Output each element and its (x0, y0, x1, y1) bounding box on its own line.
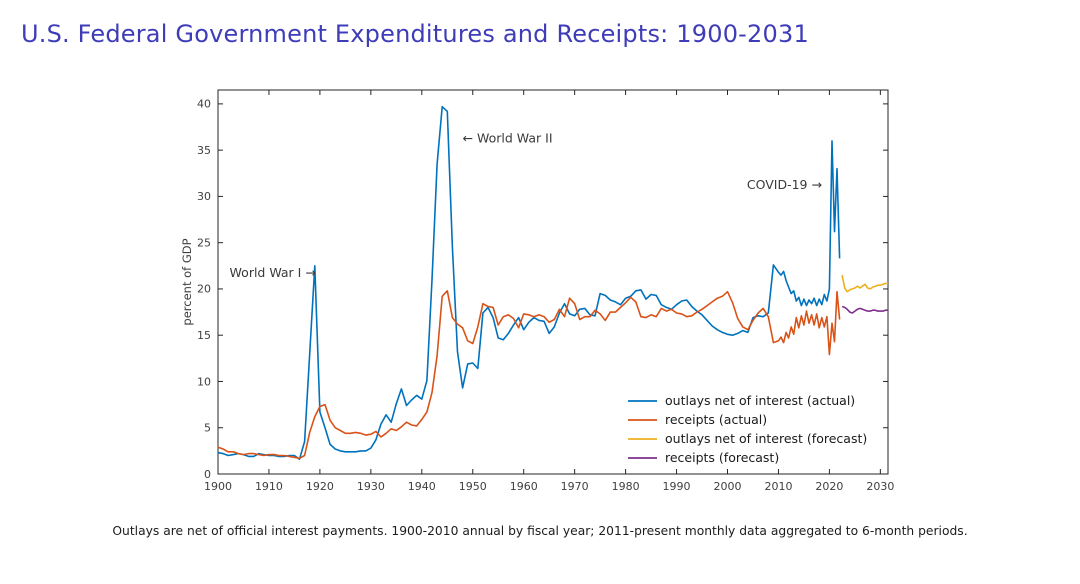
series-line-2 (841, 274, 888, 293)
x-tick-label-1910: 1910 (255, 480, 283, 493)
y-tick-label-25: 25 (197, 236, 211, 249)
x-tick-label-2020: 2020 (815, 480, 843, 493)
plot-frame (217, 89, 889, 475)
legend-label-1: receipts (actual) (665, 412, 767, 427)
x-tick-label-1940: 1940 (408, 480, 436, 493)
annotation-2: COVID-19 → (747, 177, 822, 192)
x-tick-label-1970: 1970 (561, 480, 589, 493)
y-axis-label: percent of GDP (180, 238, 194, 325)
x-tick-label-1950: 1950 (459, 480, 487, 493)
series-line-1 (217, 289, 841, 460)
legend-label-3: receipts (forecast) (665, 450, 779, 465)
x-tick-label-1960: 1960 (510, 480, 538, 493)
series-line-3 (841, 305, 888, 314)
y-tick-label-5: 5 (204, 422, 211, 435)
y-tick-label-15: 15 (197, 329, 211, 342)
annotation-0: World War I → (230, 265, 316, 280)
x-tick-label-2000: 2000 (714, 480, 742, 493)
x-tick-label-1920: 1920 (306, 480, 334, 493)
series-line-0 (217, 105, 841, 461)
x-tick-label-2030: 2030 (866, 480, 894, 493)
y-tick-label-35: 35 (197, 144, 211, 157)
x-tick-label-1990: 1990 (663, 480, 691, 493)
x-tick-label-1930: 1930 (357, 480, 385, 493)
legend-label-2: outlays net of interest (forecast) (665, 431, 867, 446)
footnote: Outlays are net of official interest pay… (112, 524, 968, 538)
x-tick-label-1900: 1900 (204, 480, 232, 493)
annotation-1: ← World War II (463, 131, 553, 146)
y-tick-label-0: 0 (204, 468, 211, 481)
y-tick-label-30: 30 (197, 190, 211, 203)
page-title: U.S. Federal Government Expenditures and… (21, 20, 809, 48)
x-tick-label-2010: 2010 (764, 480, 792, 493)
y-tick-label-20: 20 (197, 283, 211, 296)
y-tick-label-10: 10 (197, 375, 211, 388)
x-tick-label-1980: 1980 (612, 480, 640, 493)
y-tick-label-40: 40 (197, 98, 211, 111)
legend-label-0: outlays net of interest (actual) (665, 393, 855, 408)
